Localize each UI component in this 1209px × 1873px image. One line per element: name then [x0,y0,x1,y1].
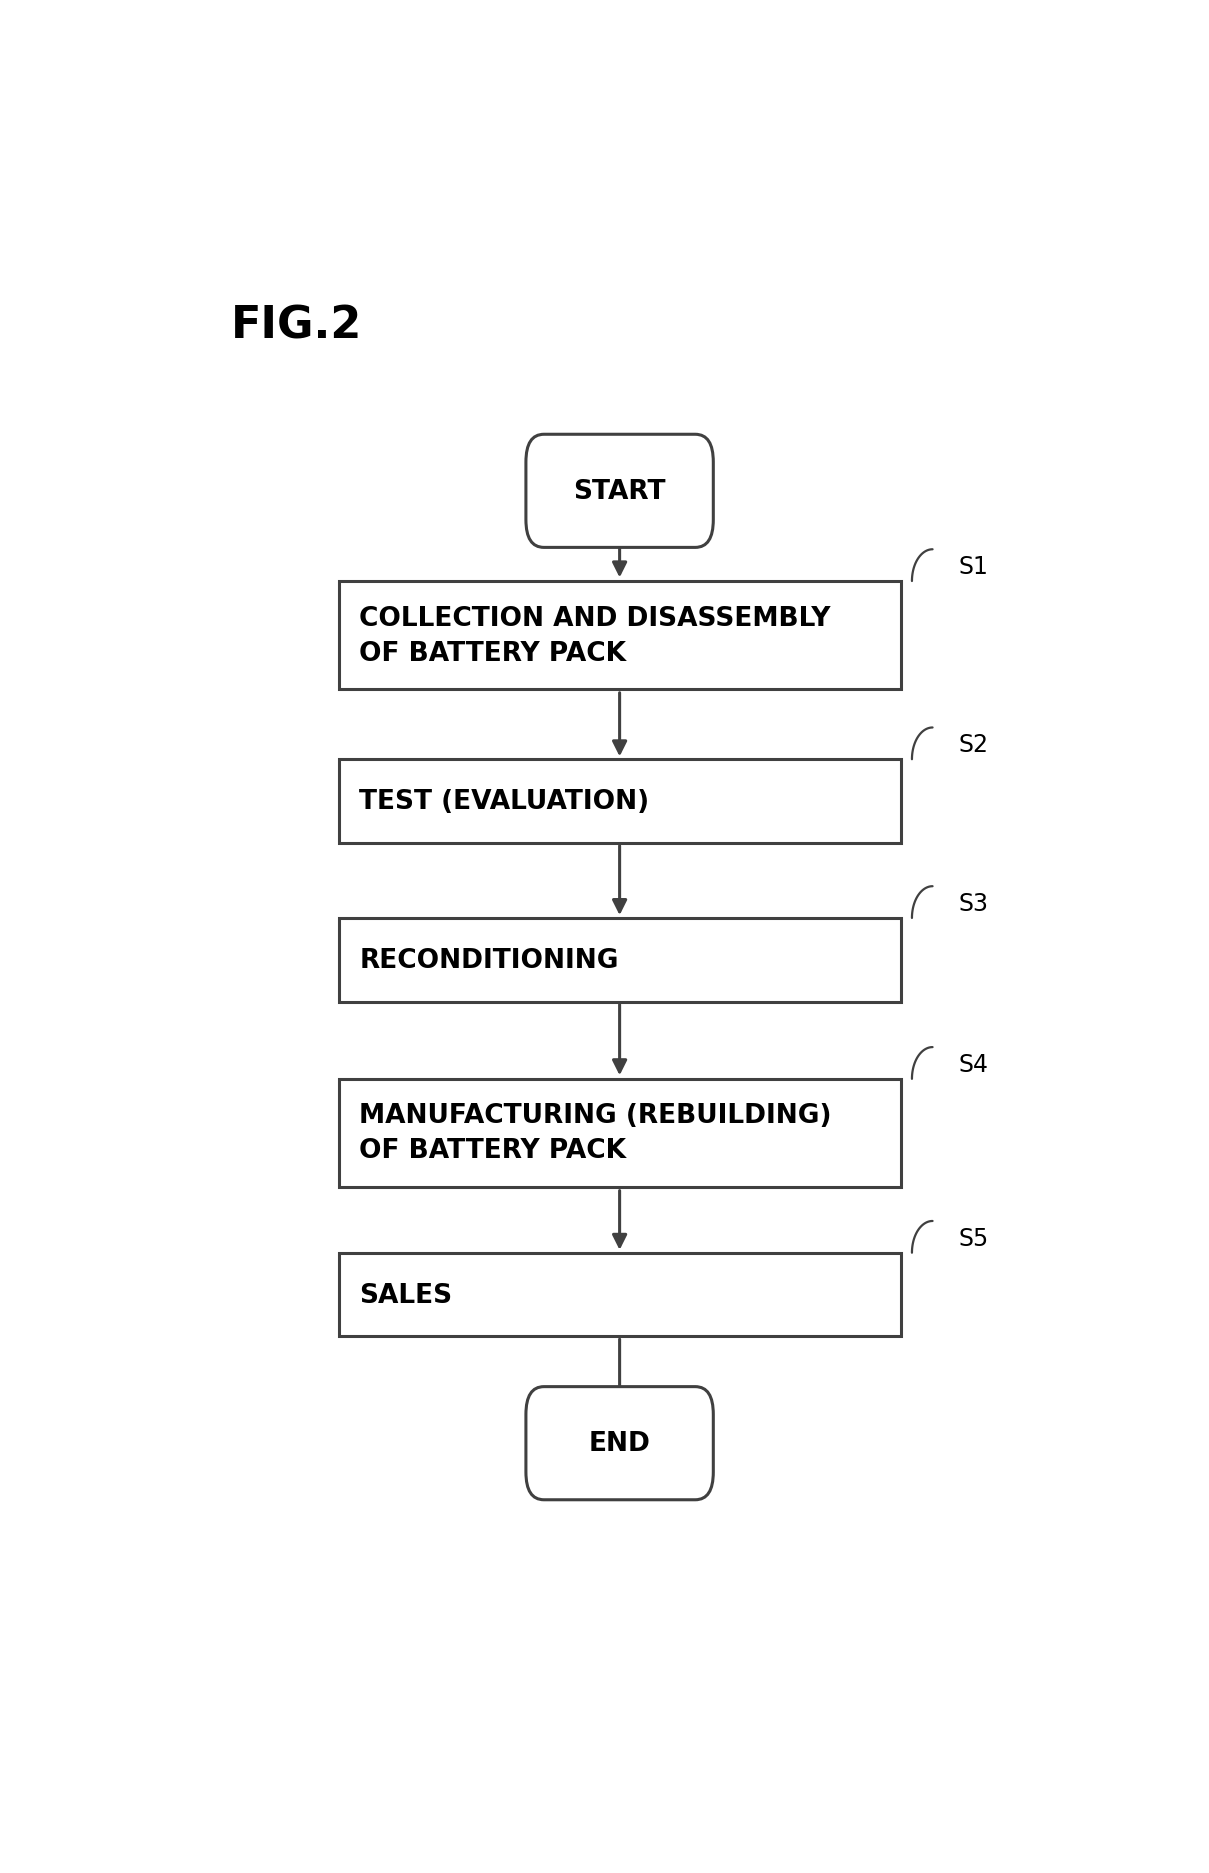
Text: S5: S5 [959,1227,989,1249]
FancyBboxPatch shape [526,435,713,549]
Text: RECONDITIONING: RECONDITIONING [359,948,619,974]
Text: S3: S3 [959,892,989,916]
Text: SALES: SALES [359,1281,452,1307]
FancyBboxPatch shape [526,1386,713,1500]
Text: COLLECTION AND DISASSEMBLY
OF BATTERY PACK: COLLECTION AND DISASSEMBLY OF BATTERY PA… [359,605,831,667]
Bar [339,1253,901,1337]
Bar [339,760,901,843]
Text: MANUFACTURING (REBUILDING)
OF BATTERY PACK: MANUFACTURING (REBUILDING) OF BATTERY PA… [359,1103,832,1163]
Text: S2: S2 [959,732,989,757]
Bar [339,918,901,1002]
Text: S1: S1 [959,554,989,579]
Bar [339,1079,901,1187]
Bar [339,583,901,689]
Text: START: START [573,479,666,504]
Text: TEST (EVALUATION): TEST (EVALUATION) [359,789,649,815]
Text: S4: S4 [959,1053,989,1077]
Text: END: END [589,1431,650,1457]
Text: FIG.2: FIG.2 [231,303,363,347]
